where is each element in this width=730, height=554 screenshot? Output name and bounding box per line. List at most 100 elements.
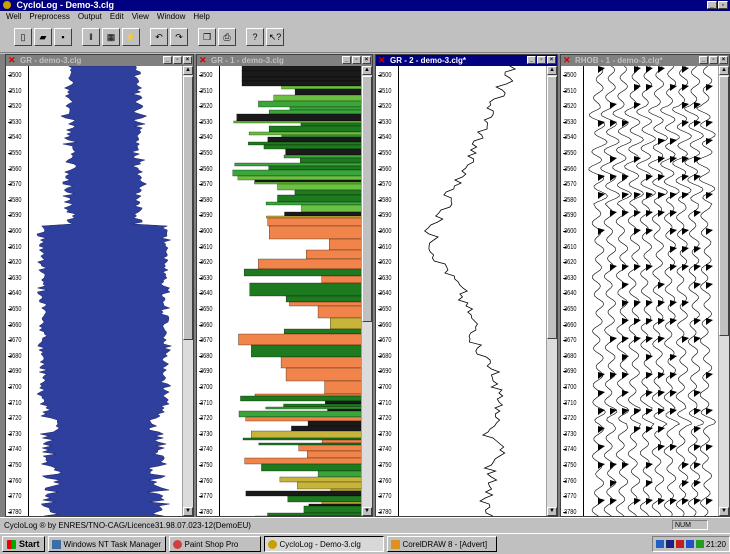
scroll-up-arrow-icon[interactable]: ▲: [547, 66, 557, 75]
print-button[interactable]: ⎙: [218, 28, 236, 46]
gr1-pane[interactable]: ✕ GR - 1 - demo-3.clg _ ▫ × 3500 3510 3520 35…: [196, 54, 373, 517]
pane-maximize-button[interactable]: ▫: [352, 56, 361, 64]
menu-help[interactable]: Help: [193, 12, 210, 21]
volume-icon[interactable]: [695, 540, 704, 548]
facies-bar: [258, 100, 362, 108]
new-file-icon: ▯: [20, 31, 26, 42]
menu-view[interactable]: View: [131, 12, 149, 21]
depth-tick-label: 3530: [378, 118, 392, 126]
minimize-button[interactable]: _: [707, 1, 717, 9]
scroll-down-arrow-icon[interactable]: ▼: [362, 507, 372, 516]
taskbar-item-coreldraw[interactable]: CorelDRAW 8 - [Advert]: [386, 536, 497, 552]
menu-preprocess[interactable]: Preprocess: [29, 12, 70, 21]
pane-minimize-button[interactable]: _: [163, 56, 172, 64]
vertical-scrollbar[interactable]: ▲ ▼: [546, 66, 557, 516]
antivirus-icon[interactable]: [675, 540, 684, 548]
menu-edit[interactable]: Edit: [109, 12, 124, 21]
depth-tick-label: 3680: [199, 352, 213, 360]
pane-minimize-button[interactable]: _: [527, 56, 536, 64]
help-button[interactable]: ?: [246, 28, 264, 46]
rhob-pane[interactable]: ✕ RHOB - 1 - demo-3.clg* _ ▫ × 3500 3510 352…: [560, 54, 730, 517]
scroll-down-arrow-icon[interactable]: ▼: [183, 507, 193, 516]
vertical-scrollbar[interactable]: ▲ ▼: [182, 66, 193, 516]
scroll-down-arrow-icon[interactable]: ▼: [547, 507, 557, 516]
pane-minimize-button[interactable]: _: [342, 56, 351, 64]
pane-title-bar[interactable]: ✕ GR - demo-3.clg _ ▫ ×: [6, 55, 193, 66]
print-icon: ⎙: [223, 31, 231, 42]
facies-bar: [303, 505, 362, 514]
scroll-thumb[interactable]: [719, 76, 729, 336]
pane-maximize-button[interactable]: ▫: [173, 56, 182, 64]
new-file-button[interactable]: ▯: [14, 28, 32, 46]
taskbar-item-paint-shop[interactable]: Paint Shop Pro: [168, 536, 261, 552]
scroll-thumb[interactable]: [547, 76, 557, 339]
gr-fill-shape: [36, 66, 173, 516]
depth-tick-label: 3710: [378, 399, 392, 407]
pane-title-bar[interactable]: ✕ GR - 2 - demo-3.clg* _ ▫ ×: [376, 55, 557, 66]
scroll-up-arrow-icon[interactable]: ▲: [183, 66, 193, 75]
pane-close-button[interactable]: ×: [183, 56, 192, 64]
pane-maximize-button[interactable]: ▫: [537, 56, 546, 64]
undo-button[interactable]: ↶: [150, 28, 168, 46]
context-help-button[interactable]: ↖?: [266, 28, 284, 46]
wiggle-peak: [694, 498, 701, 505]
taskbar-item-cyclolog[interactable]: CycloLog - Demo-3.clg: [263, 536, 384, 552]
wiggle-peak: [694, 480, 701, 487]
wiggle-peak: [658, 156, 665, 163]
facies-bar: [249, 282, 362, 297]
wiggle-peak: [706, 408, 713, 415]
menu-output[interactable]: Output: [77, 12, 102, 21]
pane-close-button[interactable]: ×: [362, 56, 371, 64]
menu-window[interactable]: Window: [156, 12, 186, 21]
language-icon[interactable]: [685, 540, 694, 548]
depth-tick-label: 3670: [563, 337, 577, 345]
menu-well[interactable]: Well: [6, 12, 22, 21]
pane-close-button[interactable]: ×: [547, 56, 556, 64]
gr2-pane[interactable]: ✕ GR - 2 - demo-3.clg* _ ▫ × 3500 3510 3520 3…: [375, 54, 558, 517]
app-title: CycloLog - Demo-3.clg: [16, 0, 115, 10]
start-button[interactable]: Start: [2, 536, 45, 552]
open-folder-button[interactable]: ▰: [34, 28, 52, 46]
scroll-down-arrow-icon[interactable]: ▼: [719, 507, 729, 516]
vertical-scrollbar[interactable]: ▲ ▼: [361, 66, 372, 516]
scroll-up-arrow-icon[interactable]: ▲: [362, 66, 372, 75]
maximize-button[interactable]: ▫: [718, 1, 728, 9]
facies-bar: [242, 437, 362, 441]
toolbar: ▯ ▰ ▪ ‖ ▦ ⚡ ↶ ↷ ❐ ⎙? ↖?: [0, 23, 730, 53]
num-lock-indicator: NUM: [672, 520, 708, 530]
vertical-scrollbar[interactable]: ▲ ▼: [718, 66, 729, 516]
depth-tick-label: 3660: [378, 321, 392, 329]
wiggle-peak: [706, 444, 713, 451]
gr-pane[interactable]: ✕ GR - demo-3.clg _ ▫ × 3500 3510 3520 3530 35…: [5, 54, 194, 517]
facies-bar: [267, 217, 362, 227]
redo-button[interactable]: ↷: [170, 28, 188, 46]
scroll-up-arrow-icon[interactable]: ▲: [719, 66, 729, 75]
pane-minimize-button[interactable]: _: [699, 56, 708, 64]
scroll-thumb[interactable]: [362, 76, 372, 322]
wiggle-peak: [598, 228, 605, 235]
facies-bar: [283, 154, 362, 159]
undo-icon: ↶: [155, 31, 163, 42]
wiggle-peak: [706, 138, 713, 145]
pane-close-button[interactable]: ×: [719, 56, 728, 64]
track-grid-button[interactable]: ▦: [102, 28, 120, 46]
depth-tick-label: 3580: [563, 196, 577, 204]
depth-tick-label: 3750: [378, 462, 392, 469]
taskbar-item-task-manager[interactable]: Windows NT Task Manager: [47, 536, 166, 552]
wiggle-peak: [658, 66, 665, 73]
scroll-thumb[interactable]: [183, 76, 193, 340]
save-button[interactable]: ▪: [54, 28, 72, 46]
help-icon: ?: [252, 31, 258, 42]
depth-tick-label: 3570: [199, 181, 213, 189]
depth-tick-label: 3680: [563, 352, 577, 360]
copy-button[interactable]: ❐: [198, 28, 216, 46]
pane-maximize-button[interactable]: ▫: [709, 56, 718, 64]
monitor-icon[interactable]: [665, 540, 674, 548]
facies-bar: [251, 344, 362, 358]
wand-button[interactable]: ⚡: [122, 28, 140, 46]
network-icon[interactable]: [655, 540, 664, 548]
pane-title-bar[interactable]: ✕ RHOB - 1 - demo-3.clg* _ ▫ ×: [561, 55, 729, 66]
depth-tick-label: 3650: [563, 306, 577, 313]
track-add-button[interactable]: ‖: [82, 28, 100, 46]
pane-title-bar[interactable]: ✕ GR - 1 - demo-3.clg _ ▫ ×: [197, 55, 372, 66]
